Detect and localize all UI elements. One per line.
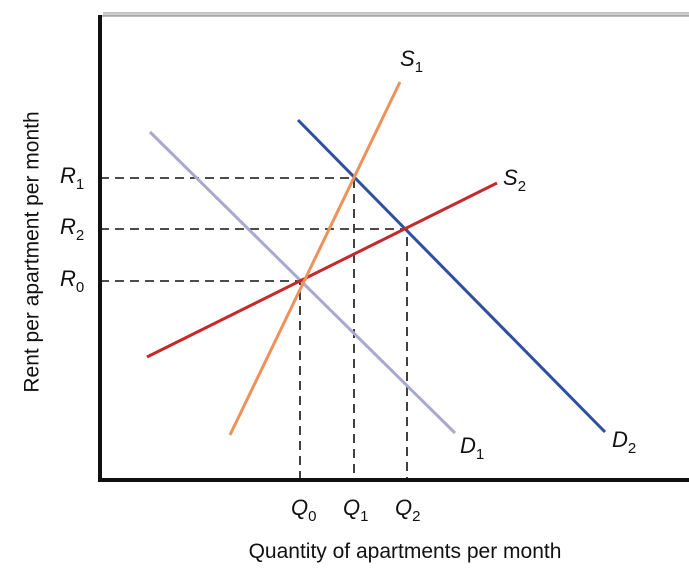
- curve-label: S1: [400, 46, 423, 76]
- supply-curve-1: [228, 81, 402, 436]
- price-label: R1: [60, 163, 84, 193]
- curve-label: D1: [460, 433, 484, 463]
- quantity-label: Q1: [343, 495, 368, 525]
- price-label: R0: [60, 266, 84, 296]
- price-label: R2: [60, 214, 84, 244]
- curve-label: S2: [503, 165, 526, 195]
- supply-curve-2: [146, 181, 498, 359]
- quantity-label: Q0: [291, 495, 316, 525]
- y-axis-title: Rent per apartment per month: [21, 111, 44, 392]
- frame: [99, 15, 689, 481]
- guide-r1-q1: [100, 177, 355, 480]
- x-axis-title: Quantity of apartments per month: [249, 540, 562, 563]
- curve-label: D2: [612, 427, 636, 457]
- quantity-label: Q2: [395, 495, 420, 525]
- demand-curve-2: [296, 118, 607, 434]
